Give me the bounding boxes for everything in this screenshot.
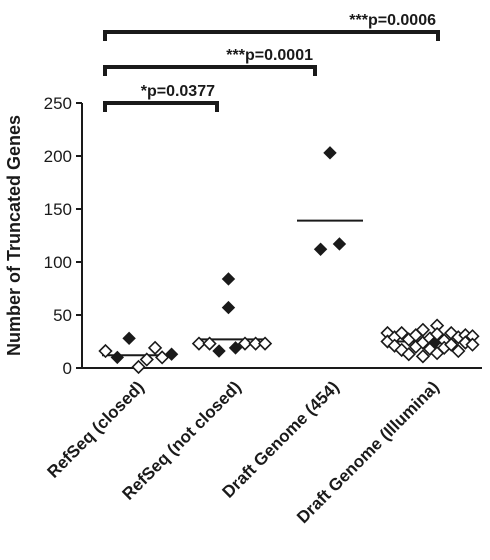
filled-diamond-point bbox=[110, 350, 125, 365]
y-axis-label: Number of Truncated Genes bbox=[4, 115, 24, 356]
significance-bracket bbox=[103, 30, 440, 41]
axes bbox=[81, 103, 482, 369]
filled-diamond-point bbox=[228, 341, 243, 355]
filled-diamond-point bbox=[221, 272, 236, 286]
y-ticks: 0 50 100 150 200 250 bbox=[44, 94, 82, 378]
open-diamond-point bbox=[444, 337, 459, 352]
open-diamond-point bbox=[202, 336, 217, 351]
y-tick-label: 200 bbox=[44, 147, 72, 166]
open-diamond-point bbox=[131, 359, 146, 375]
filled-diamond-point bbox=[323, 146, 337, 160]
open-diamond-point bbox=[394, 325, 409, 341]
filled-diamond-point bbox=[212, 344, 226, 358]
y-tick-label: 0 bbox=[63, 359, 72, 378]
y-tick-label: 250 bbox=[44, 94, 72, 113]
open-diamond-point bbox=[429, 326, 445, 342]
p-value-label: ***p=0.0001 bbox=[226, 47, 313, 64]
open-diamond-point bbox=[98, 343, 113, 359]
filled-diamond-point bbox=[313, 242, 328, 256]
data-points bbox=[98, 146, 480, 375]
x-category-label: RefSeq (closed) bbox=[44, 377, 148, 481]
open-diamond-point bbox=[248, 336, 263, 351]
y-tick-label: 150 bbox=[44, 200, 72, 219]
open-diamond-point bbox=[415, 349, 431, 364]
category-labels: RefSeq (closed)RefSeq (not closed)Draft … bbox=[44, 377, 443, 527]
significance-bracket bbox=[103, 65, 317, 76]
open-diamond-point bbox=[257, 336, 273, 351]
significance-bracket bbox=[103, 101, 219, 112]
open-diamond-point bbox=[191, 336, 207, 351]
open-diamond-point bbox=[147, 340, 163, 355]
y-tick-label: 100 bbox=[44, 253, 72, 272]
filled-diamond-point bbox=[122, 331, 136, 346]
filled-diamond-point bbox=[221, 300, 236, 315]
significance-brackets: *p=0.0377 ***p=0.0001 ***p=0.0006 bbox=[103, 12, 440, 112]
open-diamond-point bbox=[465, 337, 480, 352]
filled-diamond-point bbox=[332, 237, 347, 251]
open-diamond-point bbox=[451, 343, 466, 359]
p-value-label: *p=0.0377 bbox=[141, 83, 215, 100]
open-diamond-point bbox=[237, 336, 253, 351]
open-diamond-point bbox=[139, 352, 154, 367]
open-diamond-point bbox=[401, 347, 416, 362]
p-value-label: ***p=0.0006 bbox=[349, 12, 436, 29]
y-tick-label: 50 bbox=[53, 306, 72, 325]
filled-diamond-point bbox=[164, 347, 179, 361]
